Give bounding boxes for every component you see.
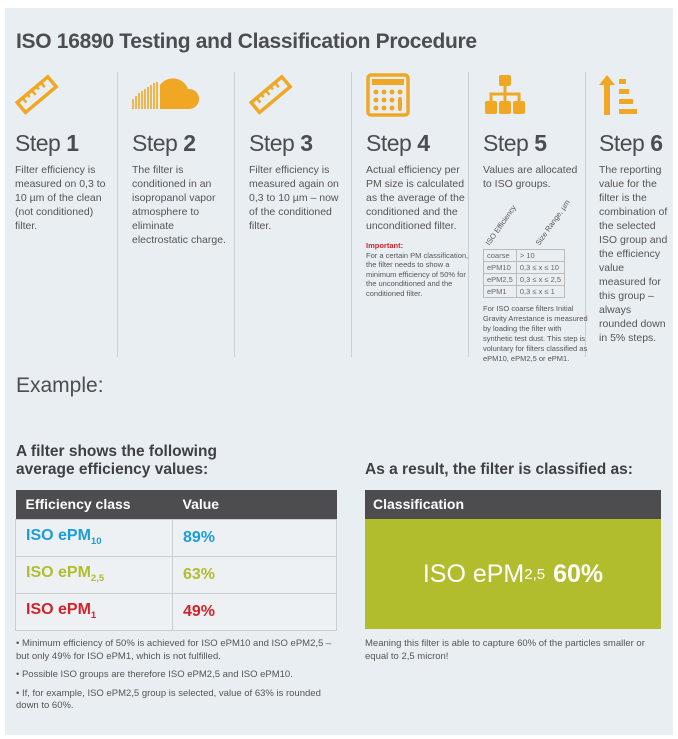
divider bbox=[351, 72, 352, 357]
step-text: The reporting value for the filter is th… bbox=[599, 164, 668, 344]
step-heading: Step 3 bbox=[249, 130, 313, 156]
step-text: Filter efficiency is measured on 0,3 to … bbox=[15, 164, 106, 232]
step-heading: Step 1 bbox=[15, 130, 79, 156]
column-header: ISO Efficiency bbox=[483, 203, 518, 247]
cell: 0,3 ≤ x ≤ 10 bbox=[515, 261, 566, 274]
cell: 0,3 ≤ x ≤ 1 bbox=[515, 285, 566, 298]
step-heading: Step 2 bbox=[132, 130, 196, 156]
ruler-icon bbox=[15, 70, 125, 120]
step-4: Step 4 Actual efficiency per PM size is … bbox=[366, 70, 476, 298]
table-header: Efficiency class Value bbox=[15, 490, 337, 519]
iso-group-table: ISO Efficiency Size Range, µm coarse > 10… bbox=[483, 198, 588, 298]
important-note: Important: For a certain PM classificatio… bbox=[366, 241, 469, 298]
page-title: ISO 16890 Testing and Classification Pro… bbox=[16, 30, 477, 53]
sort-ascending-icon bbox=[599, 70, 671, 120]
column-header: Efficiency class bbox=[15, 490, 173, 519]
step-note: For ISO coarse filters Initial Gravity A… bbox=[483, 304, 588, 363]
meaning-text: Meaning this filter is able to capture 6… bbox=[365, 638, 645, 662]
bullet-item: • Minimum efficiency of 50% is achieved … bbox=[16, 638, 332, 662]
efficiency-value: 63% bbox=[172, 555, 337, 594]
cell: ePM1 bbox=[483, 285, 517, 298]
calculator-icon bbox=[366, 70, 476, 120]
cell: > 10 bbox=[515, 249, 566, 262]
efficiency-value: 89% bbox=[172, 518, 337, 557]
iso-table-rotated-headers: ISO Efficiency Size Range, µm bbox=[483, 198, 588, 249]
step-5: Step 5 Values are allocated to ISO group… bbox=[483, 70, 593, 364]
hierarchy-icon bbox=[483, 70, 593, 120]
divider bbox=[585, 72, 586, 357]
ruler-icon bbox=[249, 70, 359, 120]
efficiency-table: Efficiency class Value ISO ePM10 89% ISO e… bbox=[15, 490, 337, 631]
right-heading: As a result, the filter is classified as… bbox=[365, 461, 633, 478]
divider bbox=[117, 72, 118, 357]
classification-box: Classification ISO ePM 2,5 60% bbox=[365, 490, 661, 629]
efficiency-class: ISO ePM1 bbox=[15, 592, 173, 631]
step-heading: Step 6 bbox=[599, 130, 663, 156]
cloud-icon bbox=[132, 70, 242, 120]
table-row: ePM10 0,3 ≤ x ≤ 10 bbox=[483, 261, 566, 274]
efficiency-value: 49% bbox=[172, 592, 337, 631]
left-heading: A filter shows the following average effi… bbox=[16, 443, 217, 478]
step-3: Step 3 Filter efficiency is measured aga… bbox=[249, 70, 359, 233]
step-1: Step 1 Filter efficiency is measured on … bbox=[15, 70, 125, 233]
divider bbox=[234, 72, 235, 357]
column-header: Value bbox=[172, 490, 337, 519]
step-text: Actual efficiency per PM size is calcula… bbox=[366, 164, 465, 232]
step-text: Filter efficiency is measured again on 0… bbox=[249, 164, 339, 232]
table-row: ISO ePM2,5 63% bbox=[15, 555, 337, 594]
step-text: Values are allocated to ISO groups. bbox=[483, 164, 578, 190]
cell: coarse bbox=[483, 249, 517, 262]
column-header: Size Range, µm bbox=[533, 198, 572, 247]
table-row: ePM1 0,3 ≤ x ≤ 1 bbox=[483, 285, 566, 298]
bullet-item: • Possible ISO groups are therefore ISO … bbox=[16, 669, 293, 680]
step-heading: Step 4 bbox=[366, 130, 430, 156]
classification-header: Classification bbox=[365, 490, 661, 519]
example-label: Example: bbox=[16, 374, 104, 397]
step-6: Step 6 The reporting value for the filte… bbox=[599, 70, 671, 345]
bullet-list: • Minimum efficiency of 50% is achieved … bbox=[16, 638, 336, 719]
cell: 0,3 ≤ x ≤ 2,5 bbox=[515, 273, 566, 286]
cell: ePM2,5 bbox=[483, 273, 517, 286]
step-2: Step 2 The filter is conditioned in an i… bbox=[132, 70, 242, 247]
table-row: coarse > 10 bbox=[483, 249, 566, 262]
table-row: ISO ePM10 89% bbox=[15, 518, 337, 557]
step-heading: Step 5 bbox=[483, 130, 547, 156]
bullet-item: • If, for example, ISO ePM2,5 group is s… bbox=[16, 687, 321, 712]
efficiency-class: ISO ePM2,5 bbox=[15, 555, 173, 594]
classification-result: ISO ePM 2,5 60% bbox=[365, 519, 661, 629]
cell: ePM10 bbox=[483, 261, 517, 274]
table-row: ISO ePM1 49% bbox=[15, 592, 337, 631]
step-text: The filter is conditioned in an isopropa… bbox=[132, 164, 226, 246]
table-row: ePM2,5 0,3 ≤ x ≤ 2,5 bbox=[483, 273, 566, 286]
divider bbox=[468, 72, 469, 357]
efficiency-class: ISO ePM10 bbox=[15, 518, 173, 557]
